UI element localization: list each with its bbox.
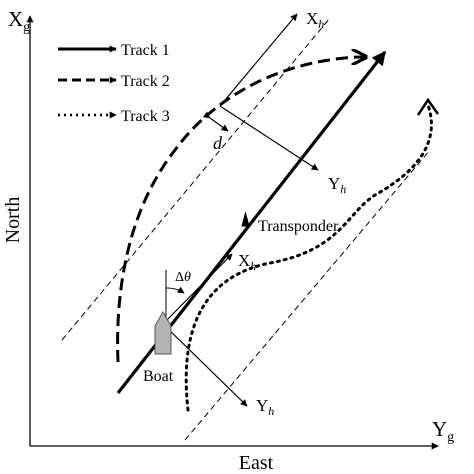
lower-xh-axis xyxy=(162,253,233,325)
north-label: North xyxy=(2,197,24,244)
east-label: East xyxy=(239,452,274,474)
lower-yh-axis xyxy=(162,323,248,407)
upper-xh-label: Xh xyxy=(306,9,324,31)
distance-label: d xyxy=(213,133,223,153)
track-3-path xyxy=(184,103,433,412)
lower-yh-label: Yh xyxy=(256,396,274,418)
upper-yh-label: Yh xyxy=(328,174,346,196)
y-axis-name: Xg xyxy=(8,7,30,35)
track-2-path xyxy=(116,57,366,363)
legend-track-1: Track 1 xyxy=(121,42,170,59)
angle-arc xyxy=(165,286,185,294)
corridor-line-right xyxy=(184,149,431,441)
upper-yh-axis xyxy=(219,105,319,171)
transponder-marker xyxy=(241,211,250,227)
transponder-label: Transponder xyxy=(258,218,339,235)
boat-shape xyxy=(154,310,172,355)
x-axis-name: Yg xyxy=(432,417,454,445)
upper-xh-axis xyxy=(219,13,298,107)
distance-marker xyxy=(202,111,229,132)
boat-label: Boat xyxy=(143,368,174,385)
lower-xh-label: Xh xyxy=(238,251,256,273)
track-3-arrowhead xyxy=(416,97,440,116)
legend-track-2: Track 2 xyxy=(121,73,170,90)
legend-track-3: Track 3 xyxy=(121,108,170,125)
angle-label: Δθ xyxy=(175,270,191,285)
